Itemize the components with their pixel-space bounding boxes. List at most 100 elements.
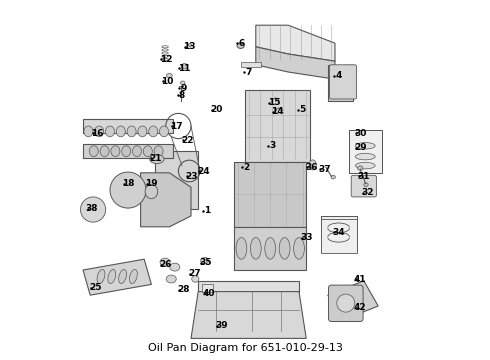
Text: 34: 34 <box>332 228 345 237</box>
Ellipse shape <box>105 126 115 137</box>
Text: 40: 40 <box>203 289 215 298</box>
Polygon shape <box>83 119 173 133</box>
Text: 14: 14 <box>271 107 284 116</box>
Text: 33: 33 <box>300 233 313 242</box>
Circle shape <box>80 197 106 222</box>
Ellipse shape <box>132 146 142 157</box>
Text: 10: 10 <box>161 77 174 86</box>
Text: 6: 6 <box>238 39 245 48</box>
FancyBboxPatch shape <box>328 285 363 321</box>
Text: 23: 23 <box>185 172 197 181</box>
Text: Oil Pan Diagram for 651-010-29-13: Oil Pan Diagram for 651-010-29-13 <box>147 343 343 353</box>
Ellipse shape <box>127 126 136 137</box>
Ellipse shape <box>201 257 209 264</box>
Text: 29: 29 <box>354 143 367 152</box>
Ellipse shape <box>138 126 147 137</box>
Text: 30: 30 <box>354 129 367 138</box>
Text: 3: 3 <box>269 141 275 150</box>
Text: 38: 38 <box>86 204 98 213</box>
Bar <box>349 130 382 173</box>
Ellipse shape <box>119 270 126 283</box>
Text: 5: 5 <box>299 105 306 114</box>
Ellipse shape <box>89 146 98 157</box>
Text: 42: 42 <box>354 303 367 312</box>
Text: 28: 28 <box>177 285 190 294</box>
Ellipse shape <box>166 275 176 283</box>
Ellipse shape <box>170 263 180 271</box>
Ellipse shape <box>143 146 152 157</box>
Text: 16: 16 <box>91 129 104 138</box>
Text: 19: 19 <box>145 179 158 188</box>
Ellipse shape <box>122 146 131 157</box>
Bar <box>242 62 261 67</box>
Ellipse shape <box>237 43 245 49</box>
Ellipse shape <box>265 238 275 259</box>
Circle shape <box>337 294 355 312</box>
Text: 1: 1 <box>204 206 210 215</box>
Polygon shape <box>191 292 306 338</box>
Ellipse shape <box>149 155 164 163</box>
Ellipse shape <box>358 166 363 170</box>
Text: 12: 12 <box>160 55 172 64</box>
Ellipse shape <box>167 73 172 78</box>
Text: 20: 20 <box>210 105 222 114</box>
Ellipse shape <box>355 153 375 160</box>
Bar <box>320 219 357 253</box>
Polygon shape <box>83 144 173 158</box>
Polygon shape <box>234 227 306 270</box>
Polygon shape <box>256 25 335 61</box>
Ellipse shape <box>145 184 158 199</box>
Text: 8: 8 <box>179 91 185 100</box>
Ellipse shape <box>309 160 316 170</box>
Ellipse shape <box>236 238 247 259</box>
Ellipse shape <box>160 126 169 137</box>
Text: 36: 36 <box>305 163 318 172</box>
Ellipse shape <box>279 238 290 259</box>
Text: 11: 11 <box>177 64 190 73</box>
Text: 39: 39 <box>215 321 228 330</box>
Text: 4: 4 <box>336 71 342 80</box>
Ellipse shape <box>108 270 116 283</box>
Text: 2: 2 <box>244 163 250 172</box>
Polygon shape <box>328 65 353 101</box>
Text: 41: 41 <box>354 275 367 284</box>
Polygon shape <box>245 90 310 162</box>
Ellipse shape <box>148 126 158 137</box>
Text: 17: 17 <box>171 122 183 131</box>
Text: 24: 24 <box>197 166 210 176</box>
Text: 27: 27 <box>188 269 201 278</box>
Ellipse shape <box>160 258 170 266</box>
Text: 31: 31 <box>358 172 370 181</box>
Text: 35: 35 <box>199 258 212 267</box>
FancyBboxPatch shape <box>330 65 357 99</box>
FancyBboxPatch shape <box>351 175 376 197</box>
Polygon shape <box>256 47 335 79</box>
Text: 32: 32 <box>361 188 374 197</box>
Text: 25: 25 <box>89 284 102 292</box>
Ellipse shape <box>154 146 163 157</box>
Ellipse shape <box>181 64 188 69</box>
Ellipse shape <box>331 175 335 179</box>
Text: 13: 13 <box>183 42 196 51</box>
Circle shape <box>110 172 146 208</box>
Polygon shape <box>141 173 191 227</box>
Polygon shape <box>328 281 378 320</box>
Ellipse shape <box>355 162 375 169</box>
Ellipse shape <box>100 146 109 157</box>
Text: 26: 26 <box>160 260 172 269</box>
Ellipse shape <box>129 270 137 283</box>
Ellipse shape <box>294 238 304 259</box>
Ellipse shape <box>364 183 368 186</box>
Bar <box>320 216 357 252</box>
Ellipse shape <box>189 44 192 46</box>
Text: 21: 21 <box>149 154 161 163</box>
Ellipse shape <box>111 146 120 157</box>
Text: 7: 7 <box>245 68 252 77</box>
Polygon shape <box>234 162 306 227</box>
Text: 15: 15 <box>268 98 280 107</box>
Ellipse shape <box>116 126 125 137</box>
Ellipse shape <box>95 126 104 137</box>
Ellipse shape <box>192 276 199 282</box>
Text: 9: 9 <box>181 84 187 93</box>
Ellipse shape <box>180 81 185 85</box>
